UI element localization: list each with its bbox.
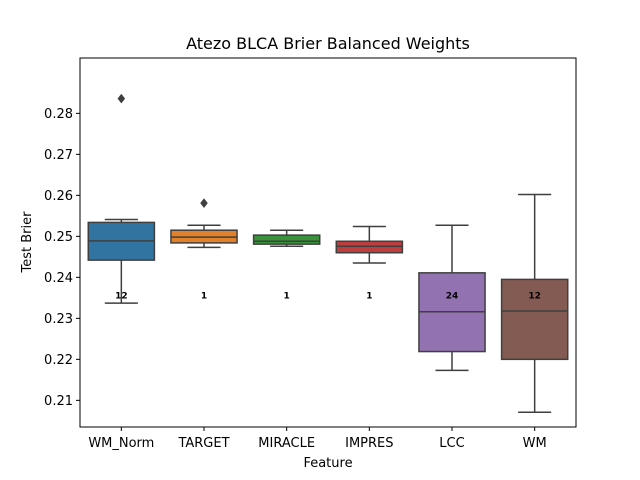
count-label: 12 bbox=[115, 291, 128, 301]
box-wm bbox=[500, 278, 569, 361]
y-tick-label: 0.25 bbox=[44, 230, 73, 245]
count-label: 12 bbox=[528, 291, 541, 301]
count-label: 1 bbox=[366, 291, 372, 301]
count-label: 24 bbox=[446, 291, 459, 301]
x-tick-label: TARGET bbox=[177, 436, 229, 451]
y-tick-label: 0.21 bbox=[44, 394, 73, 409]
x-tick-label: WM_Norm bbox=[88, 436, 154, 451]
outlier-point bbox=[117, 93, 126, 104]
x-tick-label: IMPRES bbox=[345, 436, 393, 451]
outlier-point bbox=[200, 198, 208, 209]
y-tick-label: 0.28 bbox=[44, 107, 73, 122]
y-tick-label: 0.22 bbox=[44, 353, 73, 368]
axes-frame bbox=[79, 57, 577, 428]
count-label: 1 bbox=[201, 291, 207, 301]
box-impres bbox=[335, 240, 404, 254]
y-tick-label: 0.23 bbox=[44, 312, 73, 327]
y-tick-label: 0.27 bbox=[44, 148, 73, 163]
y-axis-title: Test Brier bbox=[20, 211, 35, 274]
chart-title: Atezo BLCA Brier Balanced Weights bbox=[186, 34, 470, 53]
count-label: 1 bbox=[284, 291, 290, 301]
box-miracle bbox=[252, 234, 321, 245]
x-tick-label: MIRACLE bbox=[258, 436, 315, 451]
y-tick-label: 0.26 bbox=[44, 189, 73, 204]
x-axis-title: Feature bbox=[303, 456, 352, 471]
plot-area: 0.21 0.22 0.23 0.24 0.25 0.26 0.27 0.28 12 WM_Nor… bbox=[44, 93, 569, 451]
x-tick-label: WM bbox=[523, 436, 547, 451]
y-tick-label: 0.24 bbox=[44, 271, 73, 286]
x-tick-label: LCC bbox=[439, 436, 464, 451]
